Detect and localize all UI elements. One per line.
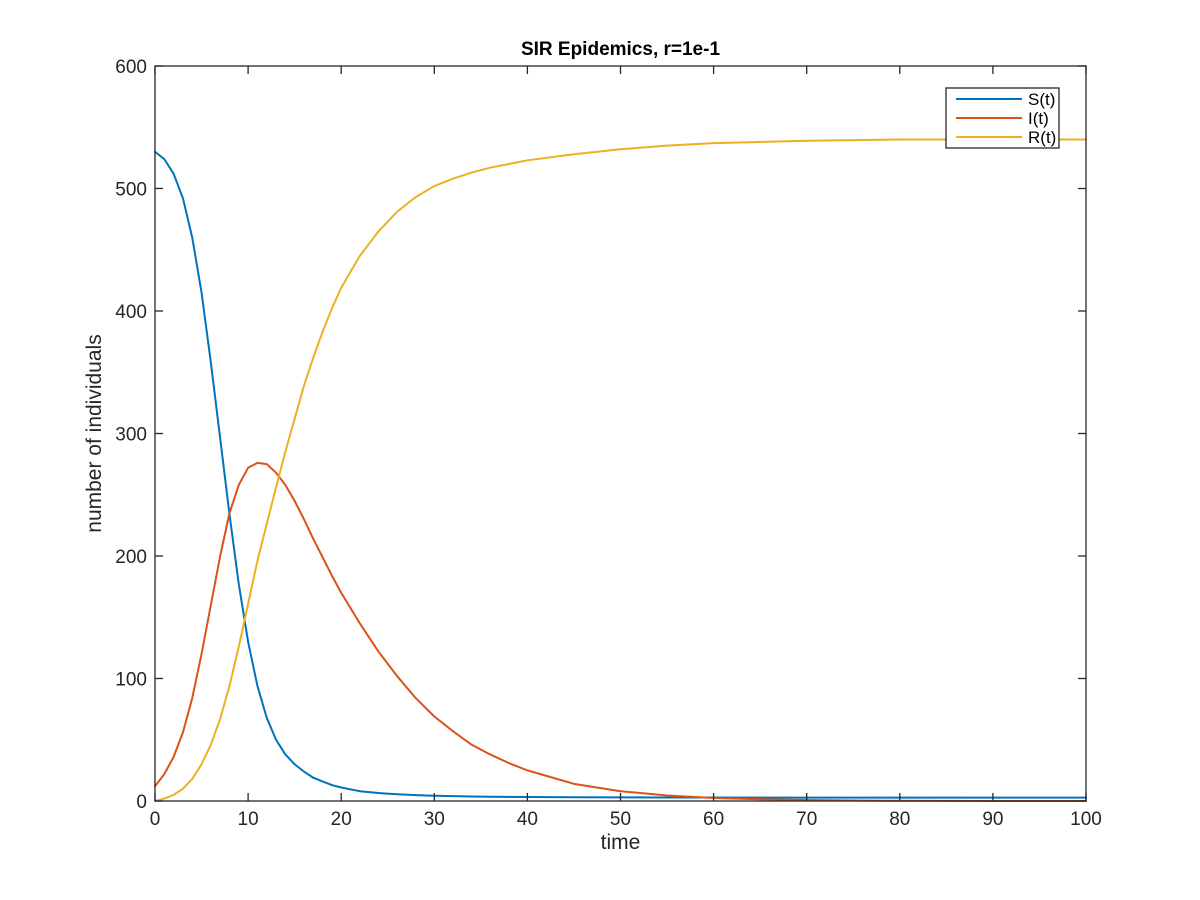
x-tick-label: 50 bbox=[610, 809, 631, 830]
series-lines bbox=[154, 138, 1087, 802]
legend-label-3: R(t) bbox=[1028, 128, 1056, 147]
axes-background bbox=[155, 66, 1086, 801]
y-tick-label: 600 bbox=[115, 57, 147, 78]
x-tick-label: 60 bbox=[703, 809, 724, 830]
y-tick-label: 500 bbox=[115, 180, 147, 201]
series-line-1 bbox=[154, 150, 1087, 799]
chart-title: SIR Epidemics, r=1e-1 bbox=[521, 39, 720, 60]
x-tick-label: 70 bbox=[796, 809, 817, 830]
legend-label-1: S(t) bbox=[1028, 90, 1055, 109]
x-tick-label: 10 bbox=[238, 809, 259, 830]
y-tick-label: 400 bbox=[115, 302, 147, 323]
y-tick-label: 200 bbox=[115, 547, 147, 568]
x-tick-label: 80 bbox=[889, 809, 910, 830]
axis-ticks: 0 10 20 30 40 50 60 70 80 90 100 0 100 200 300 400 500 60… bbox=[115, 57, 1102, 830]
x-tick-label: 20 bbox=[331, 809, 352, 830]
plot-area bbox=[155, 66, 1086, 801]
legend[interactable]: S(t)I(t)R(t) bbox=[945, 87, 1060, 149]
x-tick-label: 30 bbox=[424, 809, 445, 830]
x-tick-label: 0 bbox=[150, 809, 161, 830]
x-axis-label: time bbox=[601, 831, 641, 854]
x-tick-label: 90 bbox=[982, 809, 1003, 830]
y-tick-label: 300 bbox=[115, 425, 147, 446]
series-line-2 bbox=[154, 461, 1087, 802]
legend-label-2: I(t) bbox=[1028, 109, 1049, 128]
series-line-3 bbox=[154, 138, 1087, 802]
y-tick-label: 0 bbox=[136, 792, 147, 813]
y-axis-label: number of individuals bbox=[83, 334, 106, 532]
y-tick-label: 100 bbox=[115, 670, 147, 691]
x-tick-label: 40 bbox=[517, 809, 538, 830]
x-tick-label: 100 bbox=[1070, 809, 1102, 830]
